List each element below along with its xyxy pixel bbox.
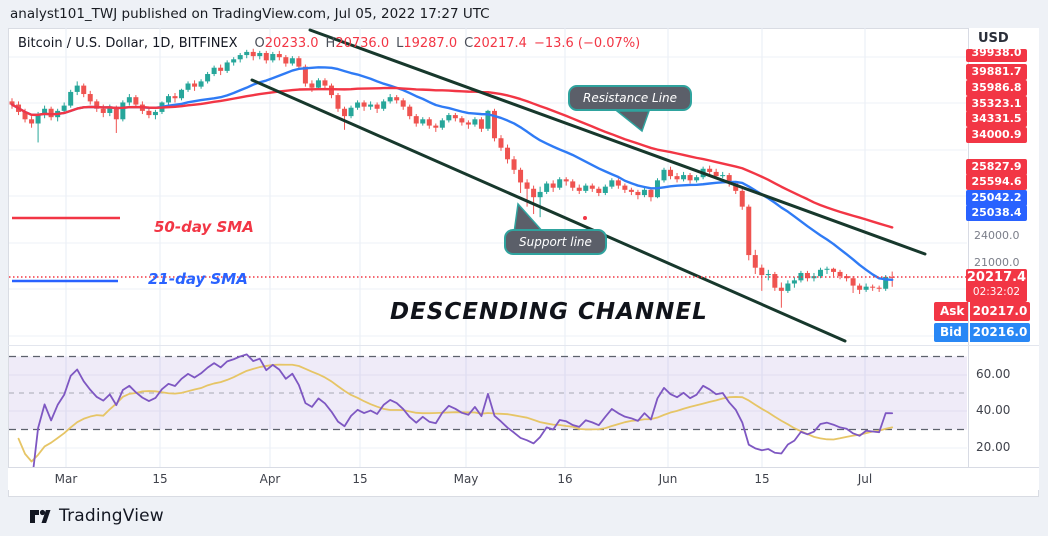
price-axis-label: 34000.9 <box>966 127 1027 143</box>
resistance-line-callout[interactable]: Resistance Line <box>568 85 693 111</box>
price-axis-label: 35986.8 <box>966 80 1027 96</box>
time-axis-label: 15 <box>754 472 770 486</box>
ohlc-value: 20736.0 <box>335 36 390 51</box>
price-axis-label: 39881.7 <box>966 64 1027 80</box>
price-axis-label: 34331.5 <box>966 111 1027 127</box>
last-price-value: 20217.4 <box>966 270 1027 285</box>
callout-tails <box>513 110 651 234</box>
ohlc-value: 20217.4 <box>473 36 527 51</box>
rsi-axis-label: 20.00 <box>976 440 1011 454</box>
price-axis-grid-label: 24000.0 <box>974 229 1020 242</box>
sma-lines <box>10 66 894 282</box>
ohlc-letter: H <box>325 36 336 51</box>
tradingview-logo-icon[interactable] <box>28 504 52 528</box>
pane-divider[interactable] <box>8 345 1039 346</box>
time-axis-label: 15 <box>352 472 368 486</box>
price-axis-label: 25594.6 <box>966 174 1027 190</box>
attribution-text: analyst101_TWJ published on TradingView.… <box>10 6 490 22</box>
rsi-axis-label: 60.00 <box>976 367 1011 381</box>
ohlc-letter: O <box>254 36 265 51</box>
ask-tag: Ask <box>934 302 968 321</box>
price-axis-label: 25827.9 <box>966 159 1027 175</box>
price-axis-label: 35323.1 <box>966 96 1027 112</box>
sma-level-segments[interactable] <box>12 216 120 283</box>
ask-row: Ask 20217.0 <box>934 302 1030 321</box>
time-axis-label: 15 <box>152 472 168 486</box>
price-axis-label: 25038.4 <box>966 205 1027 221</box>
time-axis[interactable] <box>8 467 1039 490</box>
ask-value: 20217.0 <box>970 302 1030 321</box>
countdown-timer: 02:32:02 <box>972 286 1021 298</box>
time-axis-label: May <box>453 472 479 486</box>
time-axis-label: Jul <box>857 472 873 486</box>
rsi-axis-label: 40.00 <box>976 403 1011 417</box>
currency-label: USD <box>978 31 1009 46</box>
rsi-lines <box>17 353 894 486</box>
price-axis-grid-label: 21000.0 <box>974 256 1020 269</box>
time-axis-label: 16 <box>557 472 573 486</box>
ohlc-letter: C <box>464 36 474 51</box>
time-axis-label: Mar <box>54 472 78 486</box>
symbol-legend: Bitcoin / U.S. Dollar, 1D, BITFINEX O2023… <box>18 36 640 51</box>
ohlc-values: O20233.0 H20736.0 L19287.0 C20217.4 <box>248 36 527 51</box>
ohlc-letter: L <box>396 36 404 51</box>
time-axis-label: Jun <box>658 472 678 486</box>
sma50-label[interactable]: 50-day SMA <box>154 218 254 236</box>
change-value: −13.6 (−0.07%) <box>533 36 641 51</box>
last-price-label: 20217.4 02:32:02 <box>966 269 1027 302</box>
symbol-title[interactable]: Bitcoin / U.S. Dollar, 1D, BITFINEX <box>18 36 238 51</box>
ohlc-value: 19287.0 <box>403 36 458 51</box>
bid-row: Bid 20216.0 <box>934 323 1030 342</box>
sma21-label[interactable]: 21-day SMA <box>148 270 248 288</box>
footer: TradingView <box>28 503 164 529</box>
stray-dot <box>583 216 587 220</box>
price-axis-label: 25042.2 <box>966 190 1027 206</box>
gridlines <box>9 28 967 467</box>
channel-trendlines[interactable] <box>250 28 927 343</box>
ohlc-value: 20233.0 <box>264 36 319 51</box>
price-axis-label: 39938.0 <box>966 49 1027 62</box>
descending-channel-label[interactable]: DESCENDING CHANNEL <box>390 299 708 325</box>
time-axis-label: Apr <box>259 472 281 486</box>
support-line-callout[interactable]: Support line <box>504 229 607 255</box>
bid-tag: Bid <box>934 323 968 342</box>
brand-name[interactable]: TradingView <box>59 506 164 526</box>
resistance-line <box>308 28 927 256</box>
bid-value: 20216.0 <box>970 323 1030 342</box>
support-line <box>250 78 847 343</box>
